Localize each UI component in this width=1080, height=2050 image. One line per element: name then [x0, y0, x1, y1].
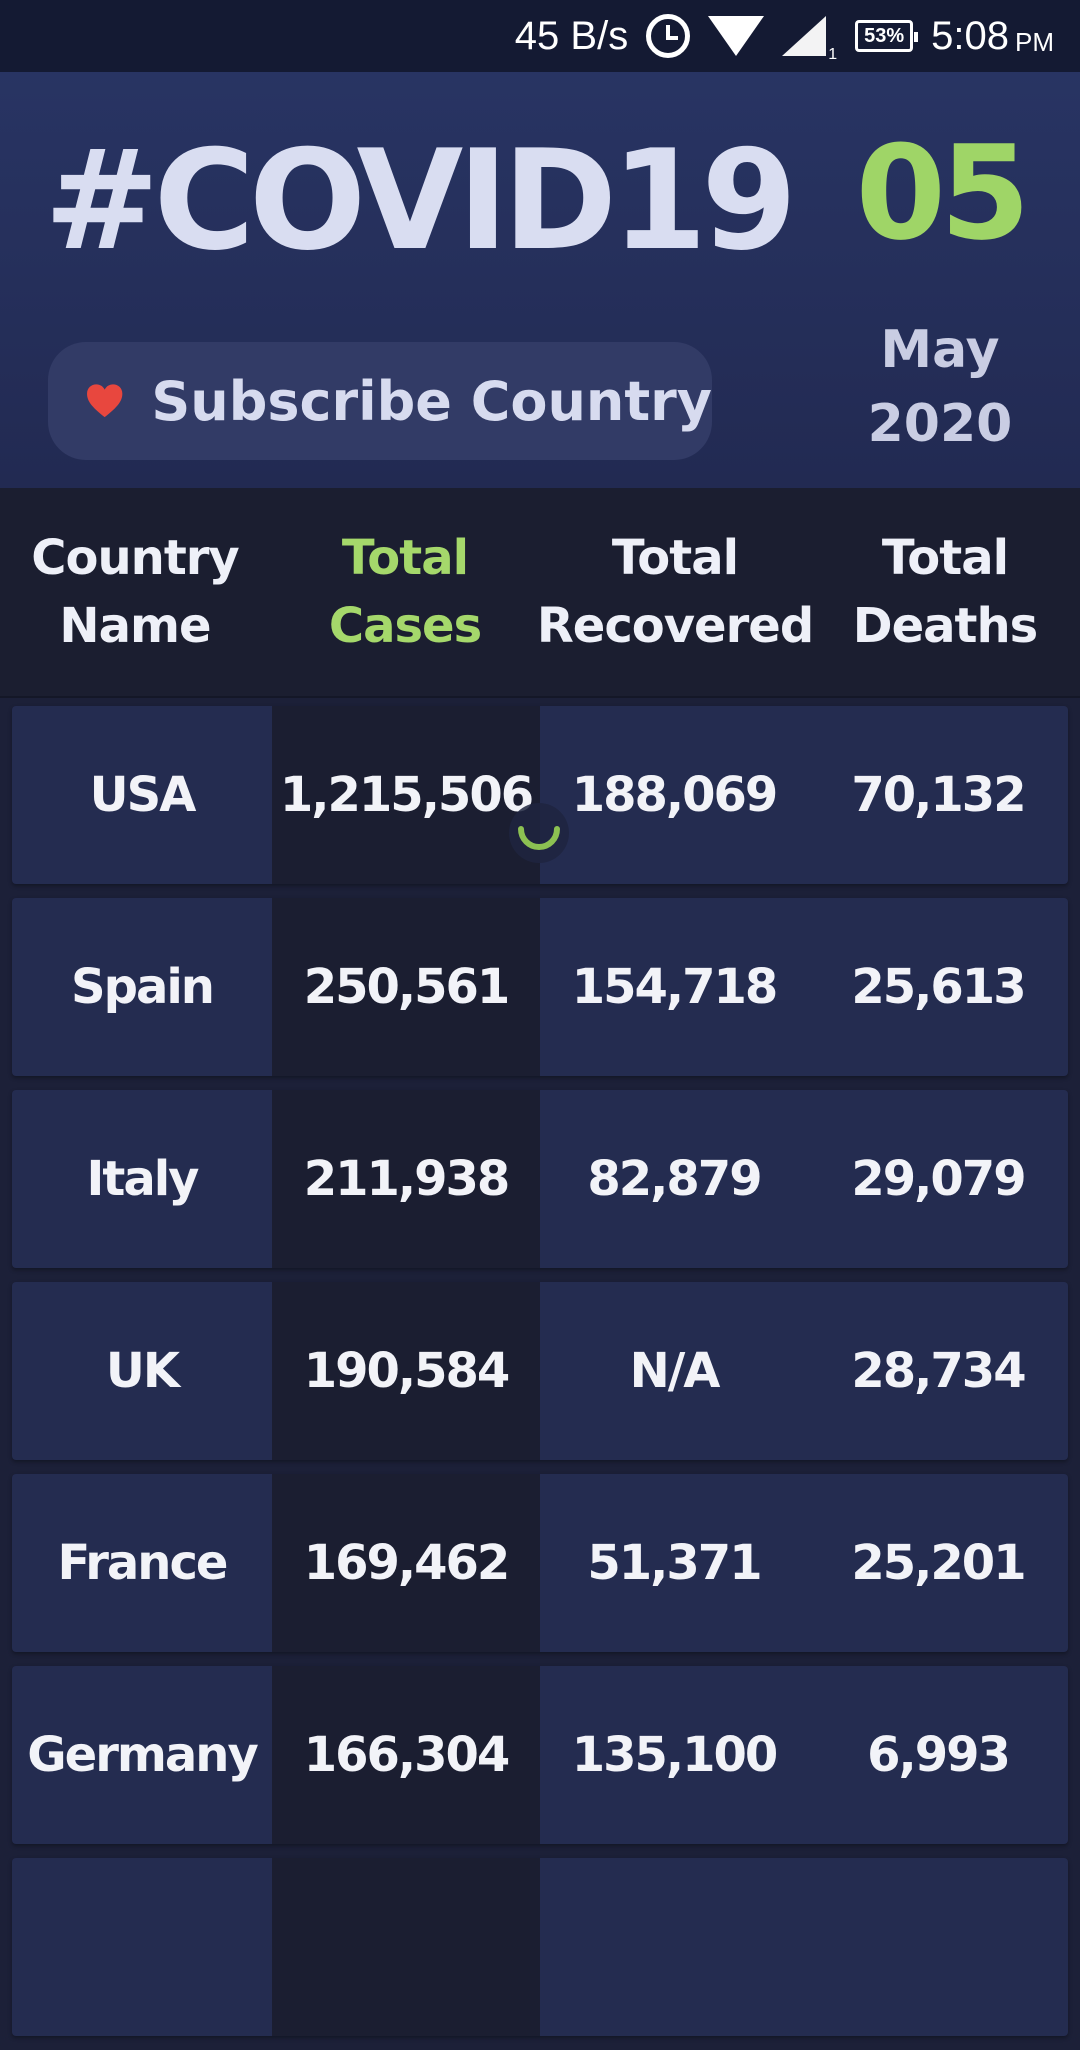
table-row[interactable]: France 169,462 51,371 25,201: [12, 1474, 1068, 1652]
country-name: Italy: [86, 1151, 200, 1207]
clock-ampm: PM: [1015, 27, 1054, 57]
app-title: #COVID19: [44, 120, 797, 281]
table-row[interactable]: UK 190,584 N/A 28,734: [12, 1282, 1068, 1460]
total-recovered: 51,371: [587, 1535, 762, 1591]
column-header-total-recovered[interactable]: Total Recovered: [536, 488, 814, 696]
table-row[interactable]: Spain 250,561 154,718 25,613: [12, 898, 1068, 1076]
country-name: UK: [105, 1343, 180, 1399]
country-name: Germany: [27, 1727, 259, 1783]
column-header-line: Recovered: [536, 598, 814, 654]
total-deaths: 70,132: [851, 767, 1026, 823]
loading-spinner-icon: [509, 803, 569, 863]
total-recovered: N/A: [629, 1343, 721, 1399]
total-recovered: 82,879: [587, 1151, 762, 1207]
alarm-icon: [646, 14, 691, 58]
date-month: May: [880, 320, 1000, 380]
signal-icon: [782, 16, 827, 56]
column-header-line: Name: [59, 598, 211, 654]
total-recovered: 188,069: [571, 767, 779, 823]
total-recovered: [540, 1858, 808, 2036]
total-cases: 169,462: [272, 1474, 540, 1652]
subscribe-label: Subscribe Country: [151, 369, 712, 433]
country-list[interactable]: USA 1,215,506 188,069 70,132 Spain 250,5…: [12, 706, 1068, 2050]
country-name: Spain: [71, 959, 215, 1015]
table-row[interactable]: Germany 166,304 135,100 6,993: [12, 1666, 1068, 1844]
country-name: [12, 1858, 272, 2036]
table-row[interactable]: [12, 1858, 1068, 2036]
column-header-line: Deaths: [852, 598, 1038, 654]
subscribe-country-button[interactable]: Subscribe Country: [48, 342, 712, 460]
total-recovered: 135,100: [571, 1727, 779, 1783]
country-name: France: [57, 1535, 229, 1591]
table-row[interactable]: USA 1,215,506 188,069 70,132: [12, 706, 1068, 884]
total-cases: 211,938: [272, 1090, 540, 1268]
total-deaths: 28,734: [851, 1343, 1026, 1399]
column-header-line: Total: [611, 530, 739, 586]
header: #COVID19 05 May 2020 Subscribe Country: [0, 72, 1080, 488]
date-year: 2020: [867, 394, 1013, 454]
date-day: 05: [855, 117, 1031, 269]
total-cases: 250,561: [272, 898, 540, 1076]
column-header-line: Cases: [328, 598, 482, 654]
country-name: USA: [89, 767, 197, 823]
status-bar: 45 B/s 1 53% 5:08 PM: [0, 0, 1080, 72]
total-cases: 1,215,506: [272, 706, 540, 884]
total-cases: 166,304: [272, 1666, 540, 1844]
total-cases: 190,584: [272, 1282, 540, 1460]
total-deaths: 25,613: [851, 959, 1026, 1015]
column-header-line: Country: [31, 530, 239, 586]
heart-icon: [87, 384, 123, 418]
column-header-line: Total: [881, 530, 1009, 586]
column-header-line: Total: [341, 530, 469, 586]
column-header-total-deaths[interactable]: Total Deaths: [810, 488, 1080, 696]
total-deaths: 6,993: [867, 1727, 1011, 1783]
total-cases: [272, 1858, 540, 2036]
total-deaths: [808, 1858, 1068, 2036]
column-header-country[interactable]: Country Name: [0, 488, 270, 696]
total-deaths: 29,079: [851, 1151, 1026, 1207]
table-row[interactable]: Italy 211,938 82,879 29,079: [12, 1090, 1068, 1268]
network-speed: 45 B/s: [514, 13, 629, 58]
column-header-total-cases[interactable]: Total Cases: [270, 488, 540, 696]
total-deaths: 25,201: [851, 1535, 1026, 1591]
wifi-icon: [708, 16, 765, 56]
total-recovered: 154,718: [571, 959, 779, 1015]
sim-number: 1: [828, 46, 838, 63]
battery-icon: 53%: [855, 20, 919, 52]
clock-time: 5:08: [931, 13, 1009, 58]
table-header: Country Name Total Cases Total Recovered To…: [0, 488, 1080, 698]
